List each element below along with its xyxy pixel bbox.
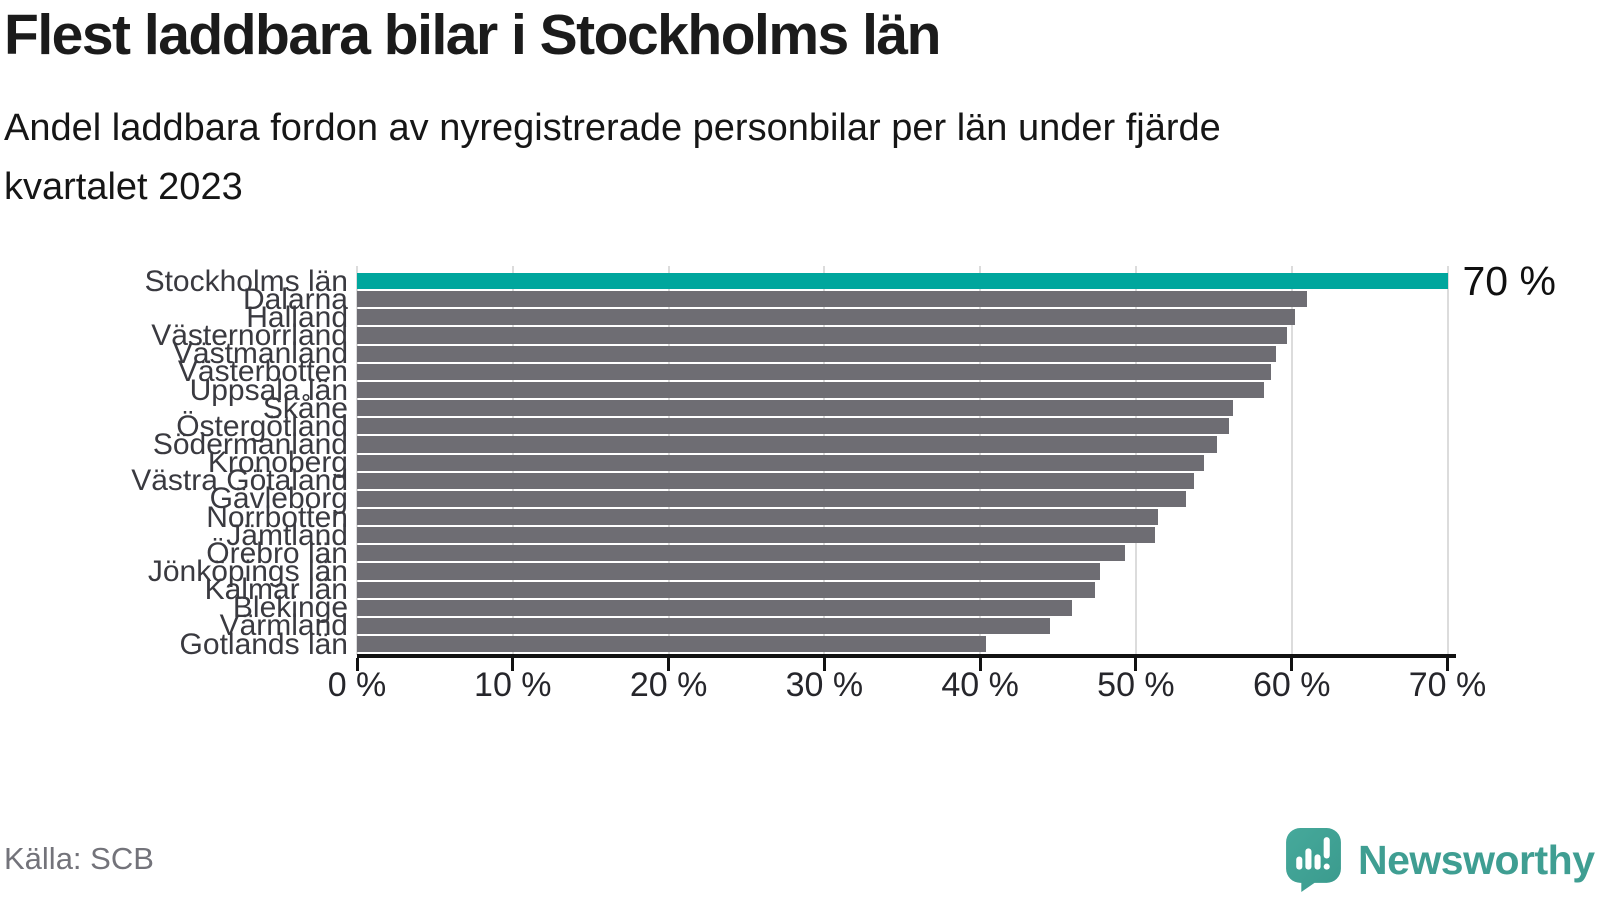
chart-bar-small (1296, 856, 1303, 870)
bar (357, 581, 1096, 598)
bar (357, 508, 1158, 526)
x-axis-tick (1290, 658, 1294, 671)
bar (357, 327, 1288, 344)
x-axis-tick-label: 50 % (1097, 666, 1175, 704)
bar (357, 472, 1194, 489)
category-label: Norrbotten (206, 500, 348, 534)
x-axis-line (357, 654, 1456, 658)
bar (357, 599, 1073, 616)
bar (357, 563, 1101, 580)
bar (357, 363, 1272, 380)
category-label: Södermanland (152, 427, 348, 461)
category-label: Kronoberg (207, 446, 348, 480)
x-axis-tick-label: 40 % (941, 666, 1019, 704)
gridline (1446, 266, 1449, 655)
category-label: Jämtland (226, 518, 348, 552)
bar (357, 436, 1217, 453)
x-axis-tick-label: 60 % (1252, 666, 1331, 704)
newsworthy-logo-text: Newsworthy (1358, 836, 1595, 883)
bar (357, 617, 1051, 635)
exclamation-stem (1323, 837, 1330, 859)
newsworthy-logo-icon (1286, 828, 1341, 892)
x-axis-tick-label: 20 % (629, 666, 708, 704)
category-label: Uppsala län (189, 373, 348, 407)
chart-bar-tall (1305, 848, 1312, 870)
category-label: Stockholms län (144, 264, 348, 298)
x-axis-tick (978, 658, 982, 671)
chart-subtitle-line-2: kvartalet 2023 (4, 166, 243, 208)
x-axis-tick (1134, 658, 1138, 671)
bar (357, 454, 1205, 471)
category-label: Halland (246, 300, 348, 334)
category-label: Östergötland (176, 409, 348, 443)
source-note: Källa: SCB (4, 841, 154, 876)
bar (357, 545, 1126, 562)
x-axis-tick (511, 658, 515, 671)
bar (357, 381, 1264, 399)
chart-bar-medium (1314, 854, 1321, 870)
bar (357, 345, 1277, 362)
bar (357, 291, 1308, 308)
x-axis-tick-label: 0 % (327, 666, 387, 704)
category-label: Dalarna (242, 282, 348, 316)
category-label: Värmland (219, 609, 348, 643)
category-label: Gävleborg (209, 482, 348, 516)
x-axis-tick (822, 658, 826, 671)
category-label: Västra Götaland (131, 464, 348, 498)
chart-subtitle: Andel laddbara fordon av nyregistrerade … (4, 99, 1221, 217)
bar-highlighted (357, 273, 1448, 290)
x-axis-tick-label: 70 % (1408, 666, 1487, 704)
category-label: Skåne (262, 391, 348, 425)
category-label: Gotlands län (179, 627, 348, 661)
newsworthy-logo: Newsworthy (1286, 828, 1595, 892)
chart-title: Flest laddbara bilar i Stockholms län (4, 3, 941, 67)
category-label: Västernorrland (151, 319, 348, 353)
category-label: Västerbotten (177, 355, 348, 389)
bar (357, 309, 1295, 326)
bar-value-label: 70 % (1462, 258, 1556, 305)
exclamation-dot (1323, 863, 1330, 870)
bar (357, 418, 1230, 435)
bar (357, 490, 1186, 507)
speech-bubble-shape (1286, 828, 1341, 892)
category-label: Blekinge (232, 591, 348, 625)
category-label: Kalmar län (204, 573, 348, 607)
category-label: Västmanland (172, 337, 348, 371)
x-axis-tick (355, 658, 359, 671)
x-axis-tick-label: 10 % (474, 666, 552, 704)
x-axis-tick (1446, 658, 1449, 671)
category-label: Jönköpings län (147, 555, 348, 588)
bar (357, 636, 987, 653)
gridline (1290, 266, 1293, 655)
chart-subtitle-line-1: Andel laddbara fordon av nyregistrerade … (4, 107, 1221, 149)
x-axis-tick-label: 30 % (785, 666, 864, 704)
bar (357, 400, 1233, 417)
x-axis-tick (667, 658, 671, 671)
category-label: Örebro län (206, 536, 348, 570)
bar (357, 527, 1155, 544)
